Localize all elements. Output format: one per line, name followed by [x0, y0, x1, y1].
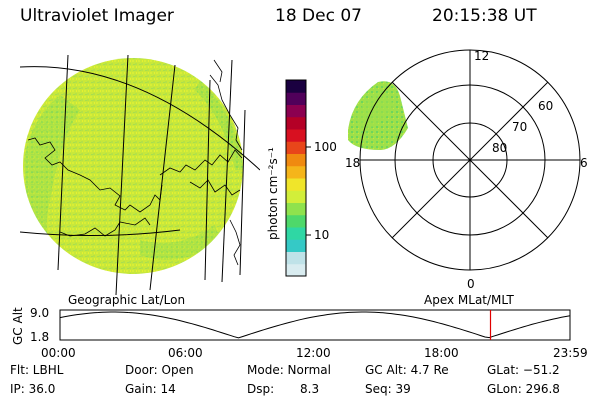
- colorbar-cell: [286, 214, 306, 228]
- instrument-title: Ultraviolet Imager: [20, 6, 174, 26]
- colorbar-units-label: photon cm⁻²s⁻¹: [266, 147, 280, 240]
- colorbar-frame: [285, 79, 307, 277]
- hour-label-2: 12:00: [296, 346, 331, 360]
- colorbar-cell: [286, 92, 306, 105]
- altitude-frame: [59, 309, 571, 341]
- glat-info: GLat: −51.2: [487, 363, 560, 377]
- mlat-label-80: 80: [492, 141, 507, 155]
- colorbar-cells: [286, 80, 306, 277]
- mlt-label-18: 18: [345, 156, 360, 170]
- colorbar-cell: [286, 190, 306, 203]
- colorbar-cell: [286, 251, 306, 265]
- mlat-label-70: 70: [512, 120, 527, 134]
- mlt-label-6: 6: [580, 156, 588, 170]
- time-label: 20:15:38 UT: [432, 6, 537, 26]
- colorbar-cell: [286, 239, 306, 252]
- door-info: Door: Open: [125, 363, 194, 377]
- mlt-label-12: 12: [474, 49, 489, 63]
- alt-tick-low: 1.8: [30, 330, 49, 344]
- colorbar-label-10: 10: [314, 228, 329, 242]
- colorbar-cell: [286, 141, 306, 154]
- colorbar-cell: [286, 165, 306, 179]
- filter-info: Flt: LBHL: [10, 363, 64, 377]
- colorbar-cell: [286, 104, 306, 118]
- hour-label-3: 18:00: [424, 346, 459, 360]
- colorbar-cell: [286, 227, 306, 240]
- mlt-label-0: 0: [467, 277, 475, 291]
- geographic-image: [20, 55, 260, 295]
- hour-label-0: 00:00: [41, 346, 76, 360]
- ip-info: IP: 36.0: [10, 382, 56, 396]
- hour-label-4: 23:59: [553, 346, 588, 360]
- apex-caption: Apex MLat/MLT: [424, 293, 514, 307]
- colorbar: 100 10 photon cm⁻²s⁻¹: [266, 79, 337, 277]
- geographic-caption: Geographic Lat/Lon: [68, 293, 185, 307]
- parallel-lines: [20, 66, 260, 237]
- altitude-curve: [59, 311, 571, 339]
- mode-info: Mode: Normal: [247, 363, 331, 377]
- colorbar-cell: [286, 263, 306, 277]
- alt-tick-high: 9.0: [30, 306, 49, 320]
- polar-plot: 12 18 6 0 60 70 80: [345, 49, 588, 291]
- colorbar-cell: [286, 80, 306, 93]
- alt-axis-label: GC Alt: [11, 307, 25, 345]
- mlat-label-60: 60: [538, 99, 553, 113]
- coastlines: [27, 59, 243, 266]
- glon-info: GLon: 296.8: [487, 382, 560, 396]
- polar-grid: [359, 49, 581, 271]
- colorbar-cell: [286, 129, 306, 142]
- colorbar-cell: [286, 178, 306, 191]
- dsp-label: Dsp:: [247, 382, 275, 396]
- colorbar-cell: [286, 116, 306, 130]
- dsp-value: 8.3: [300, 382, 320, 396]
- gc-alt-info: GC Alt: 4.7 Re: [365, 363, 449, 377]
- date-label: 18 Dec 07: [275, 6, 362, 26]
- colorbar-label-100: 100: [314, 140, 337, 154]
- altitude-plot: 9.0 1.8 GC Alt 00:00 06:00 12:00 18:00 2…: [11, 306, 588, 360]
- colorbar-cell: [286, 153, 306, 167]
- hour-label-1: 06:00: [168, 346, 203, 360]
- gain-info: Gain: 14: [125, 382, 176, 396]
- colorbar-cell: [286, 202, 306, 216]
- seq-info: Seq: 39: [365, 382, 411, 396]
